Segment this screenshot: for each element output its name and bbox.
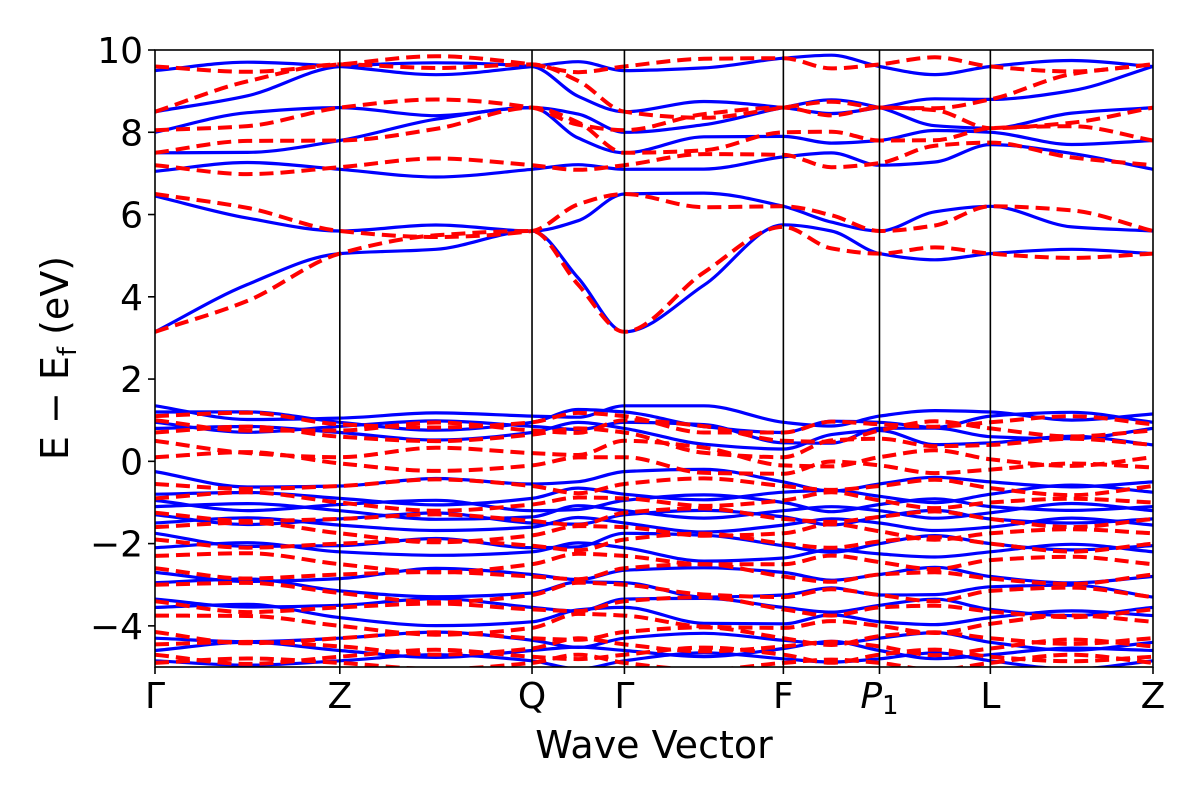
band-line bbox=[155, 531, 1153, 554]
x-tick-label: Γ bbox=[145, 676, 165, 717]
band-line bbox=[155, 418, 1153, 444]
band-line bbox=[155, 651, 1153, 667]
band-line bbox=[155, 602, 1153, 628]
x-tick-label-main: Z bbox=[327, 676, 352, 717]
band-line bbox=[155, 140, 1153, 177]
x-tick-label-main: Γ bbox=[614, 676, 634, 717]
x-tick-label-main: P bbox=[860, 676, 882, 717]
y-axis: −4 −2 0 2 4 6 8 10 bbox=[90, 31, 155, 648]
bands-layer bbox=[155, 53, 1153, 667]
band-line bbox=[155, 506, 1153, 530]
band-line bbox=[155, 645, 1153, 666]
band-line bbox=[155, 450, 1153, 476]
x-tick-label-main: Γ bbox=[145, 676, 165, 717]
x-tick-label: P1 bbox=[860, 676, 898, 721]
x-tick-label-main: Z bbox=[1141, 676, 1166, 717]
y-tick-label: 8 bbox=[120, 113, 143, 154]
band-line bbox=[155, 142, 1153, 179]
band-line bbox=[155, 224, 1153, 334]
series-2 bbox=[155, 54, 1153, 667]
x-tick-label-main: F bbox=[773, 676, 794, 717]
y-tick-label: −4 bbox=[90, 607, 143, 648]
band-line bbox=[155, 191, 1153, 240]
band-line bbox=[155, 636, 1153, 658]
y-tick-label: 2 bbox=[120, 360, 143, 401]
x-tick-label: F bbox=[773, 676, 794, 717]
band-line bbox=[155, 223, 1153, 334]
band-line bbox=[155, 652, 1153, 667]
band-line bbox=[155, 625, 1153, 648]
plot-frame bbox=[154, 49, 1154, 668]
band-line bbox=[155, 562, 1153, 587]
y-tick-label: 0 bbox=[120, 442, 143, 483]
band-line bbox=[155, 410, 1153, 435]
y-axis-title-sub: f bbox=[53, 346, 83, 356]
y-tick-label: 10 bbox=[97, 31, 143, 72]
band-line bbox=[155, 53, 1153, 77]
x-tick-label-main: Q bbox=[518, 676, 546, 717]
band-line bbox=[155, 611, 1153, 637]
band-line bbox=[155, 438, 1153, 469]
x-tick-label-sub: 1 bbox=[882, 691, 899, 721]
y-tick-label: 4 bbox=[120, 278, 143, 319]
band-line bbox=[155, 520, 1153, 545]
x-tick-label: Z bbox=[1141, 676, 1166, 717]
y-axis-title-unit: (eV) bbox=[33, 256, 77, 347]
high-symmetry-lines bbox=[339, 50, 992, 667]
band-line bbox=[155, 577, 1153, 599]
band-line bbox=[155, 595, 1153, 620]
x-tick-label: L bbox=[980, 676, 1000, 717]
band-line bbox=[155, 476, 1153, 498]
band-line bbox=[155, 483, 1153, 507]
x-axis-title: Wave Vector bbox=[535, 723, 773, 767]
y-tick-label: −2 bbox=[90, 525, 143, 566]
band-line bbox=[155, 97, 1153, 133]
band-line bbox=[155, 596, 1153, 618]
band-line bbox=[155, 551, 1153, 575]
band-line bbox=[155, 515, 1153, 534]
band-line bbox=[155, 531, 1153, 554]
band-line bbox=[155, 541, 1153, 563]
band-line bbox=[155, 501, 1153, 521]
band-line bbox=[155, 639, 1153, 661]
band-line bbox=[155, 565, 1153, 585]
band-line bbox=[155, 420, 1153, 451]
x-tick-label: Z bbox=[327, 676, 352, 717]
y-axis-title: E − Ef (eV) bbox=[33, 256, 83, 460]
x-axis: Γ Z Q Γ F P1 L Z bbox=[145, 667, 1165, 721]
y-tick-label: 6 bbox=[120, 196, 143, 237]
x-tick-label-main: L bbox=[980, 676, 1000, 717]
band-line bbox=[155, 424, 1153, 460]
band-line bbox=[155, 580, 1153, 605]
x-tick-label: Γ bbox=[614, 676, 634, 717]
band-line bbox=[155, 54, 1153, 75]
x-tick-label: Q bbox=[518, 676, 546, 717]
y-axis-title-main: E − E bbox=[33, 356, 77, 460]
band-line bbox=[155, 490, 1153, 513]
band-line bbox=[155, 404, 1153, 428]
